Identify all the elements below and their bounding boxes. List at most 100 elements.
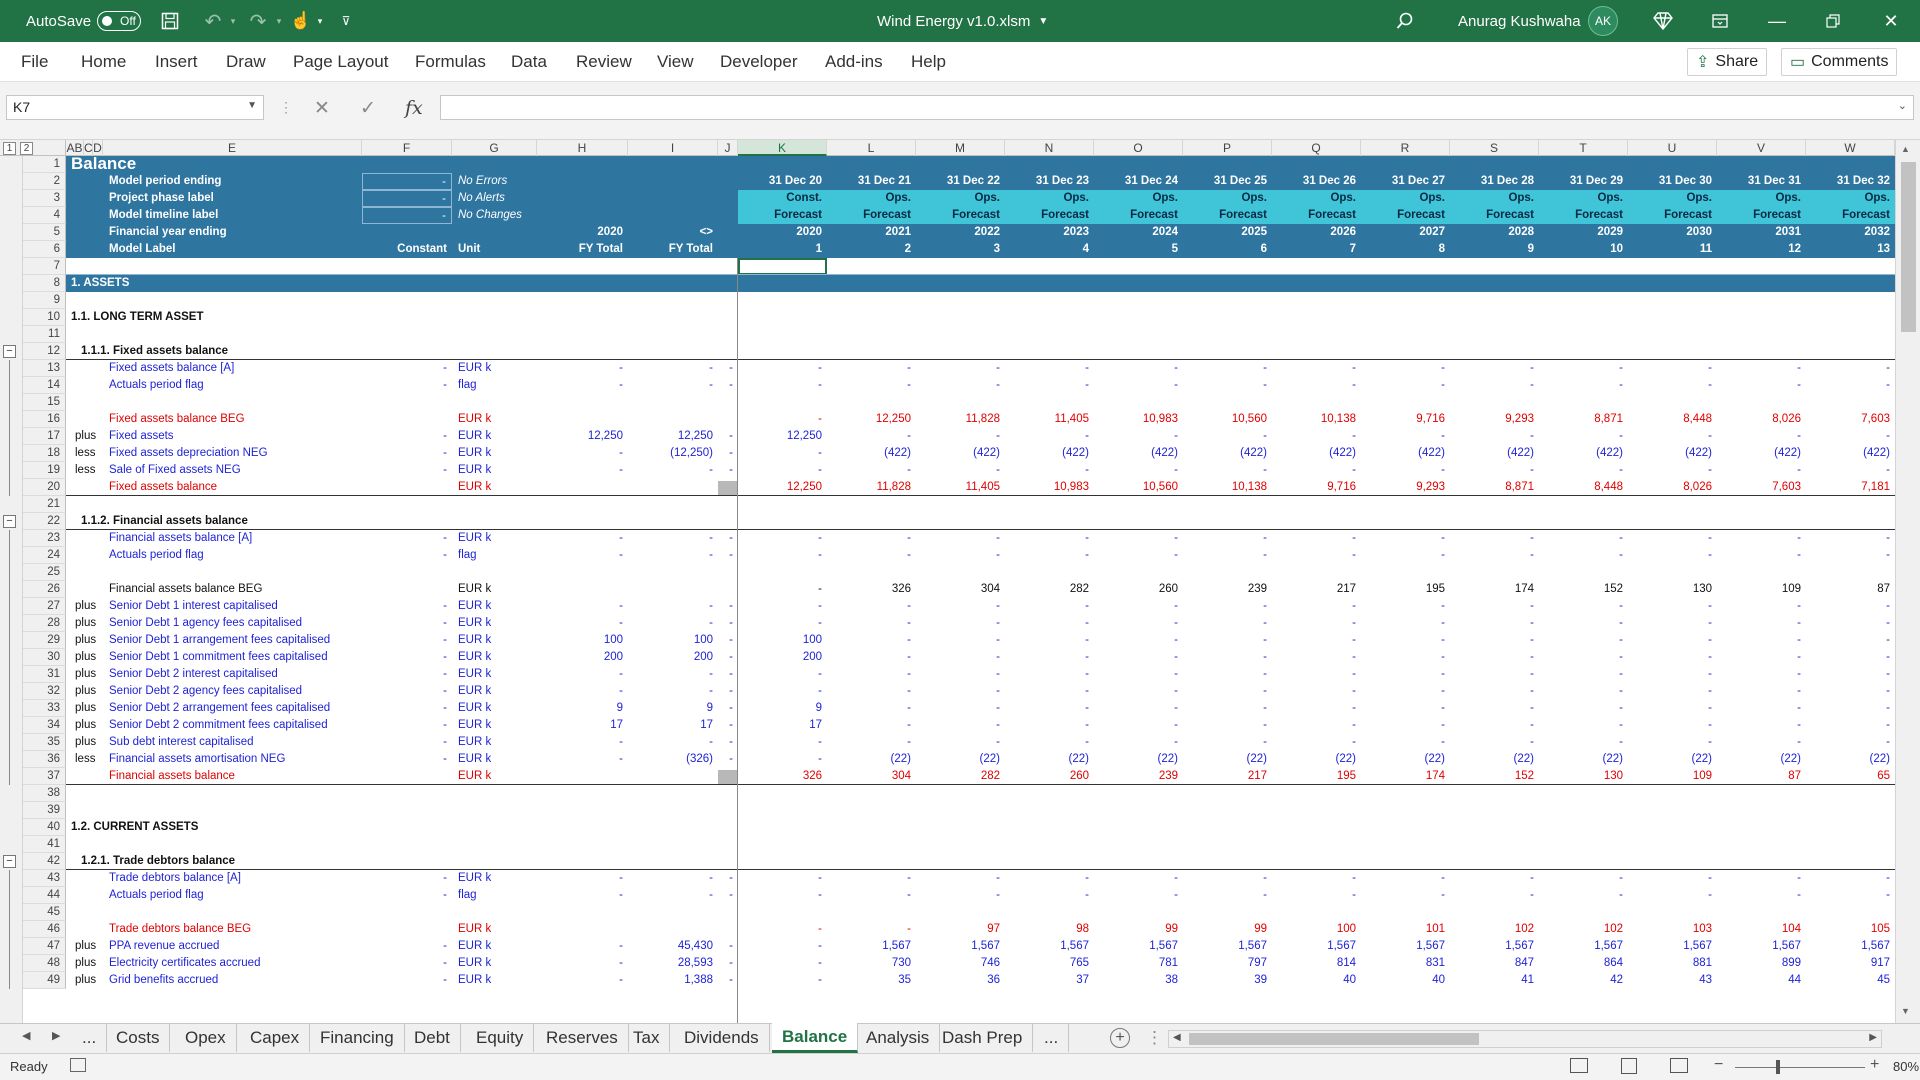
tab-file[interactable]: File (21, 52, 49, 71)
value-cell[interactable]: - (907, 362, 911, 374)
touch-dropdown-icon[interactable]: ▾ (317, 15, 323, 26)
value-cell[interactable]: 97 (987, 923, 1000, 935)
column-header-l[interactable]: L (827, 140, 916, 156)
value-cell[interactable]: - (996, 464, 1000, 476)
constant-cell[interactable]: - (443, 685, 447, 697)
new-sheet-icon[interactable]: + (1110, 1028, 1130, 1048)
value-cell[interactable]: - (1352, 379, 1356, 391)
value-cell[interactable]: (422) (1151, 447, 1178, 459)
value-cell[interactable]: - (996, 379, 1000, 391)
value-cell[interactable]: 200 (802, 651, 822, 663)
value-cell[interactable]: - (996, 634, 1000, 646)
value-cell[interactable]: - (1352, 464, 1356, 476)
value-cell[interactable]: - (1441, 600, 1445, 612)
constant-cell[interactable]: - (443, 974, 447, 986)
value-cell[interactable]: - (1708, 464, 1712, 476)
value-cell[interactable]: - (1619, 719, 1623, 731)
value-cell[interactable]: - (1085, 651, 1089, 663)
row-number[interactable]: 13 (23, 360, 66, 377)
value-cell[interactable]: 195 (1425, 583, 1445, 595)
value-cell[interactable]: 1,567 (971, 940, 1000, 952)
column-header-m[interactable]: M (916, 140, 1005, 156)
value-cell[interactable]: - (1708, 634, 1712, 646)
value-cell[interactable]: (422) (1240, 447, 1267, 459)
value-cell[interactable]: - (1708, 872, 1712, 884)
value-cell[interactable]: - (1441, 634, 1445, 646)
row-number[interactable]: 39 (23, 802, 66, 819)
value-cell[interactable]: - (818, 600, 822, 612)
value-cell[interactable]: 8,871 (1594, 413, 1623, 425)
header-f-value[interactable]: - (362, 190, 452, 207)
value-cell[interactable]: - (996, 872, 1000, 884)
value-cell[interactable]: 109 (1692, 770, 1712, 782)
value-cell[interactable]: - (1263, 634, 1267, 646)
value-cell[interactable]: - (996, 889, 1000, 901)
value-cell[interactable]: - (996, 685, 1000, 697)
value-cell[interactable]: - (1263, 651, 1267, 663)
value-cell[interactable]: - (818, 923, 822, 935)
search-icon[interactable] (1390, 0, 1420, 42)
zoom-slider[interactable] (1735, 1067, 1865, 1068)
row-number[interactable]: 47 (23, 938, 66, 955)
value-cell[interactable]: - (1441, 362, 1445, 374)
value-cell[interactable]: 11,405 (965, 481, 1000, 493)
row-number[interactable]: 1 (23, 156, 66, 173)
value-cell[interactable]: 11,828 (965, 413, 1000, 425)
column-header-j[interactable]: J (718, 140, 738, 156)
value-cell[interactable]: - (1263, 719, 1267, 731)
value-cell[interactable]: 831 (1425, 957, 1445, 969)
value-cell[interactable]: 1,567 (1772, 940, 1801, 952)
value-cell[interactable]: - (1352, 430, 1356, 442)
value-cell[interactable]: 260 (1158, 583, 1178, 595)
zoom-slider-thumb[interactable] (1776, 1060, 1780, 1074)
value-cell[interactable]: - (1708, 668, 1712, 680)
row-number[interactable]: 46 (23, 921, 66, 938)
constant-cell[interactable] (362, 921, 452, 938)
value-cell[interactable]: 8,448 (1683, 413, 1712, 425)
value-cell[interactable]: 781 (1158, 957, 1178, 969)
tabs-resize-handle-icon[interactable]: ⋮ (1146, 1028, 1163, 1047)
value-cell[interactable]: 899 (1781, 957, 1801, 969)
value-cell[interactable]: 39 (1254, 974, 1267, 986)
outline-level-1-button[interactable]: 1 (3, 142, 16, 155)
value-cell[interactable]: - (1708, 889, 1712, 901)
tab-data[interactable]: Data (511, 52, 547, 71)
value-cell[interactable]: - (1797, 651, 1801, 663)
constant-cell[interactable]: - (443, 464, 447, 476)
value-cell[interactable]: - (907, 379, 911, 391)
value-cell[interactable]: - (818, 974, 822, 986)
value-cell[interactable]: (22) (1513, 753, 1534, 765)
tab-view[interactable]: View (657, 52, 694, 71)
value-cell[interactable]: - (1441, 889, 1445, 901)
value-cell[interactable]: - (1886, 379, 1890, 391)
value-cell[interactable]: 45 (1877, 974, 1890, 986)
value-cell[interactable]: - (818, 379, 822, 391)
value-cell[interactable]: - (1530, 379, 1534, 391)
column-header-h[interactable]: H (537, 140, 628, 156)
value-cell[interactable]: (22) (1869, 753, 1890, 765)
column-header-g[interactable]: G (452, 140, 537, 156)
value-cell[interactable]: - (1530, 685, 1534, 697)
value-cell[interactable]: - (1530, 702, 1534, 714)
value-cell[interactable]: 12,250 (875, 413, 911, 425)
value-cell[interactable]: 9,716 (1327, 481, 1356, 493)
autosave-toggle[interactable]: Off (97, 11, 141, 31)
value-cell[interactable]: - (1797, 702, 1801, 714)
value-cell[interactable]: - (1085, 736, 1089, 748)
value-cell[interactable]: 1,567 (1238, 940, 1267, 952)
value-cell[interactable]: - (1352, 532, 1356, 544)
value-cell[interactable]: - (1708, 702, 1712, 714)
value-cell[interactable]: 1,567 (882, 940, 911, 952)
value-cell[interactable]: 40 (1432, 974, 1445, 986)
value-cell[interactable]: - (1441, 702, 1445, 714)
value-cell[interactable]: (422) (973, 447, 1000, 459)
value-cell[interactable]: - (1886, 685, 1890, 697)
value-cell[interactable]: - (907, 549, 911, 561)
outline-collapse-button[interactable]: − (3, 855, 16, 868)
value-cell[interactable]: 87 (1788, 770, 1801, 782)
value-cell[interactable]: - (1085, 617, 1089, 629)
value-cell[interactable]: - (996, 668, 1000, 680)
value-cell[interactable]: 8,871 (1505, 481, 1534, 493)
value-cell[interactable]: - (907, 430, 911, 442)
value-cell[interactable]: - (907, 702, 911, 714)
